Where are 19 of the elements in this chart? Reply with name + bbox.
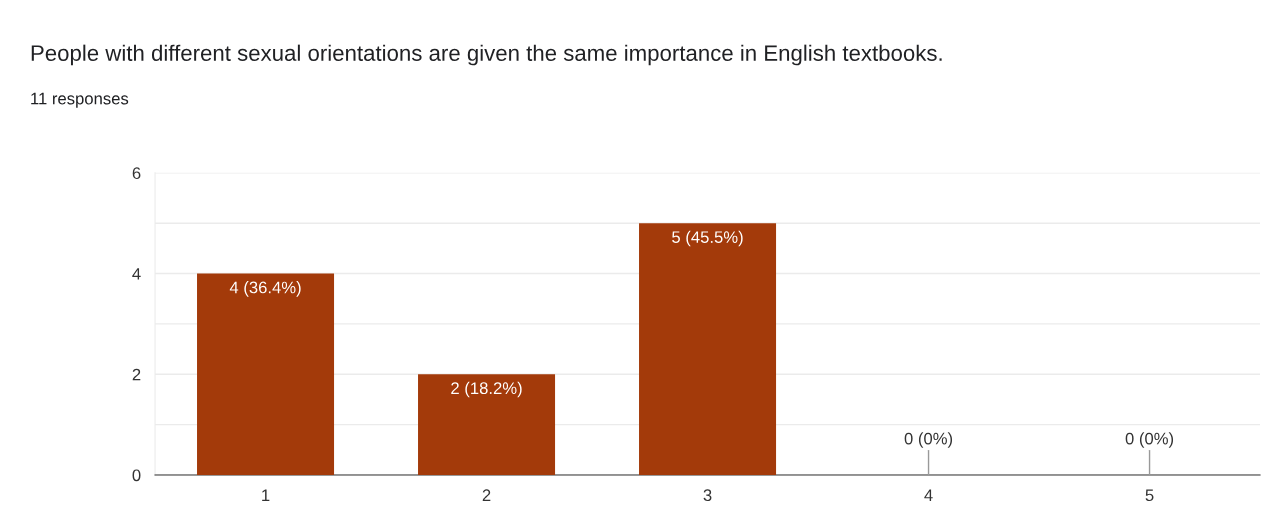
data-label: 0 (0%) (904, 432, 953, 448)
chart-title: People with different sexual orientations are given the same importance in English textbooks. (31, 44, 942, 66)
data-label: 2 (18.2%) (451, 381, 522, 398)
x-tick-label: 5 (1145, 489, 1154, 502)
y-tick-label: 4 (132, 268, 141, 280)
x-tick-label: 2 (482, 489, 491, 501)
chart-subtitle: 11 responses (31, 92, 129, 108)
data-label: 0 (0%) (1125, 432, 1174, 448)
x-tick-label: 1 (262, 489, 270, 501)
y-tick-label: 2 (132, 368, 141, 381)
x-tick-label: 4 (924, 489, 933, 501)
y-tick-label: 6 (132, 167, 141, 180)
x-tick-label: 3 (703, 489, 712, 502)
data-label: 4 (36.4%) (229, 281, 301, 297)
bar (197, 273, 335, 475)
bar (418, 374, 556, 475)
y-tick-label: 0 (132, 469, 141, 482)
bar (639, 223, 777, 475)
data-label: 5 (45.5%) (672, 230, 743, 247)
